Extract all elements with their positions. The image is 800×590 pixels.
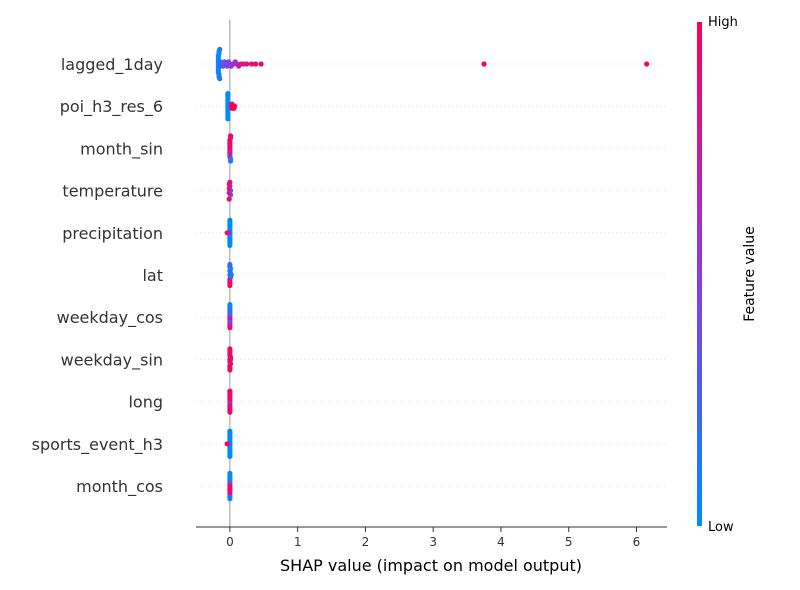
shap-point [227,428,233,434]
shap-point [227,133,234,139]
colorbar-high-label: High [708,15,738,30]
x-tick-label: 6 [633,535,641,549]
shap-point [217,46,223,52]
colorbar-gradient [697,22,702,526]
shap-point [227,261,233,268]
shap-point [227,388,233,394]
feature-label: poi_h3_res_6 [60,97,163,117]
shap-point [225,91,231,97]
x-tick-label: 0 [226,535,234,549]
shap-point [227,470,233,476]
feature-label: long [128,393,163,412]
x-tick-label: 3 [429,535,437,549]
shap-point [227,242,233,248]
shap-point [225,230,232,236]
feature-label: month_sin [80,139,163,159]
shap-point [217,76,223,82]
x-axis-title: SHAP value (impact on model output) [280,556,582,575]
colorbar-title: Feature value [742,226,758,322]
x-tick-label: 1 [294,535,302,549]
shap-point [224,441,230,447]
shap-point [244,61,250,67]
feature-label: sports_event_h3 [32,435,163,455]
shap-point [258,61,264,67]
shap-point [227,356,234,362]
shap-points [215,46,650,502]
shap-point [232,103,238,109]
shap-point [481,61,487,67]
colorbar-low-label: Low [708,520,734,535]
feature-label: weekday_sin [61,350,163,370]
shap-point [226,196,232,202]
colorbar: High Low Feature value [697,15,758,535]
shap-point [227,346,233,352]
shap-point [227,453,233,459]
x-axis: 0 1 2 3 4 5 6 [196,526,667,549]
feature-label: lagged_1day [61,55,163,75]
x-tick-label: 4 [497,535,505,549]
feature-rows: lagged_1day poi_h3_res_6 month_sin temperat… [32,55,667,497]
feature-label: temperature [62,182,163,201]
shap-point [253,61,259,67]
shap-point [228,272,234,278]
x-tick-label: 5 [565,535,573,549]
shap-point [227,217,233,223]
feature-label: month_cos [76,477,163,497]
shap-point [248,61,255,67]
feature-label: weekday_cos [57,308,163,328]
shap-point [227,302,233,308]
shap-point [227,179,233,185]
shap-point [644,61,650,67]
shap-point [227,158,234,164]
feature-label: precipitation [62,224,163,243]
x-tick-label: 2 [362,535,370,549]
feature-label: lat [142,266,163,285]
shap-point [225,116,231,122]
